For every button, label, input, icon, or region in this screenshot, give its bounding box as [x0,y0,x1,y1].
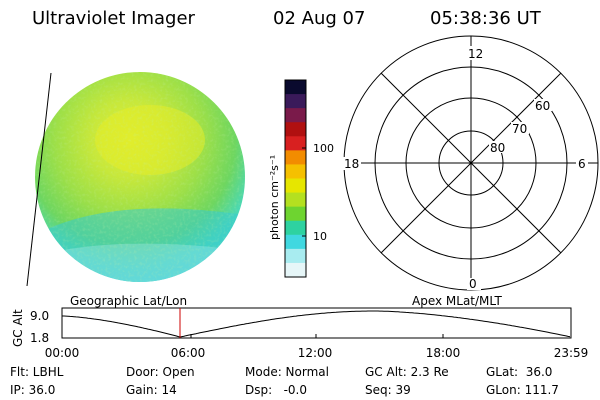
colorbar-tick-10: 10 [313,230,327,243]
polar-mlt-6: 6 [578,157,586,171]
colorbar-segment [285,192,306,208]
polar-mlt-0: 0 [469,277,477,291]
colorbar-segment [285,178,306,194]
info-glat: GLat: 36.0 [486,365,552,379]
info-glon: GLon: 111.7 [486,383,559,397]
colorbar-segment [285,80,306,95]
timeline-tick-1800: 18:00 [426,346,461,360]
colorbar-segment [285,220,306,236]
info-ip: IP: 36.0 [10,383,55,397]
colorbar-segment [285,262,306,278]
timeline-tick-0600: 06:00 [171,346,206,360]
observation-time: 05:38:36 UT [430,8,542,29]
colorbar-unit-label: photon cm⁻²s⁻¹ [268,155,281,240]
colorbar-segment [285,136,306,151]
timeline-tick-1200: 12:00 [298,346,333,360]
polar-lat-70: 70 [512,122,527,136]
info-door: Door: Open [126,365,195,379]
colorbar-segment [285,248,306,264]
timeline-y-high: 9.0 [30,309,49,323]
colorbar-segment [285,234,306,250]
polar-mlt-18: 18 [344,157,359,171]
intensity-colorbar: 100 10 photon cm⁻²s⁻¹ [268,79,334,278]
timeline-right-label: Apex MLat/MLT [412,294,502,308]
colorbar-segment [285,94,306,109]
info-seq: Seq: 39 [365,383,411,397]
timeline-tick-2359: 23:59 [554,346,589,360]
observation-date: 02 Aug 07 [273,8,365,29]
timeline-y-low: 1.8 [30,331,49,345]
timeline-plot [61,307,572,339]
polar-lat-60: 60 [535,99,550,113]
polar-mlt-12: 12 [468,47,483,61]
timeline-left-label: Geographic Lat/Lon [70,294,187,308]
info-gain: Gain: 14 [126,383,177,397]
info-gc-alt: GC Alt: 2.3 Re [365,365,449,379]
timeline-axis-title: GC Alt [11,309,25,347]
colorbar-segment [285,108,306,123]
status-info: Flt: LBHL Door: Open Mode: Normal GC Alt… [10,365,559,397]
instrument-title: Ultraviolet Imager [32,8,196,29]
info-mode: Mode: Normal [245,365,329,379]
timeline-tick-0000: 00:00 [45,346,80,360]
uv-earth-image [26,72,245,287]
colorbar-segment [285,206,306,222]
colorbar-tick-100: 100 [313,142,334,155]
info-flt: Flt: LBHL [10,365,64,379]
colorbar-segment [285,150,306,166]
colorbar-segment [285,122,306,137]
terminator-line [26,72,52,287]
colorbar-segment [285,164,306,180]
altitude-curve [62,310,571,338]
polar-mlt-grid [343,35,599,291]
polar-lat-80: 80 [490,141,505,155]
info-dsp: Dsp: -0.0 [245,383,307,397]
